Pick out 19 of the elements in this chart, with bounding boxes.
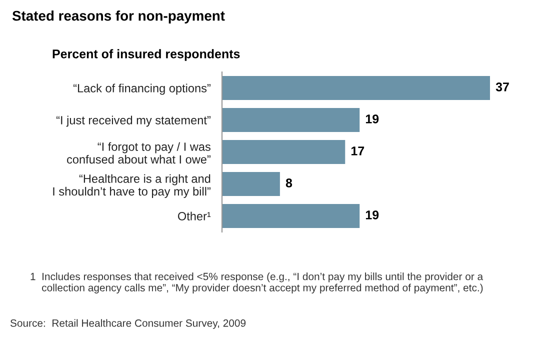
bar (222, 76, 490, 100)
y-tick-label: Other¹ (178, 212, 211, 220)
source-note: Source: Retail Healthcare Consumer Survey, 2009 (10, 319, 246, 329)
y-tick-label: “Healthcare is a right and I shouldn’t have to pay my bill” (53, 174, 210, 198)
data-label: 19 (366, 114, 379, 124)
data-label: 19 (366, 210, 379, 220)
bar (222, 204, 360, 228)
chart-title: Stated reasons for non-payment (12, 10, 225, 24)
chart-subtitle: Percent of insured respondents (52, 49, 240, 61)
data-label: 17 (351, 146, 364, 156)
data-label: 37 (496, 82, 509, 92)
bar (222, 172, 280, 196)
text: 1 Includes responses that received <5% response (e.g., “I don’t pay my bills until the provider or a collection agency calls me”, “My provider doesn’t accept my preferred method of payment”, etc.) (30, 272, 484, 294)
y-tick-label: “I just received my statement” (56, 116, 210, 127)
data-label: 8 (286, 178, 292, 188)
bar (222, 140, 346, 164)
bar (222, 108, 360, 132)
y-tick-label: “I forgot to pay / I was confused about what I owe” (67, 142, 210, 164)
y-tick-label: “Lack of financing options” (74, 84, 210, 95)
